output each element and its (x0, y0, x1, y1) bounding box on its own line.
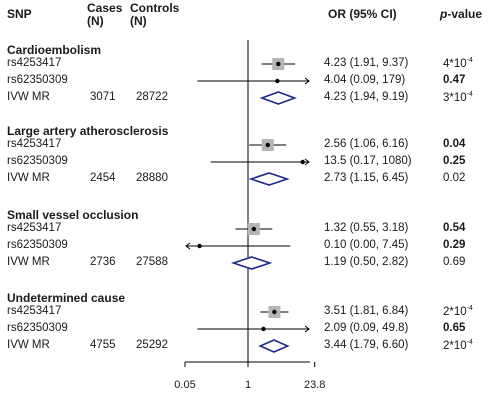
point-estimate (251, 226, 257, 232)
row-pvalue-base: 0.29 (443, 239, 466, 251)
row-pvalue: 0.29 (443, 239, 465, 251)
row-pvalue-base: 2*10 (443, 340, 467, 352)
x-tick-label: 0.05 (174, 379, 196, 391)
row-snp: rs62350309 (7, 74, 68, 86)
point-estimate (261, 326, 266, 332)
row-snp: rs4253417 (7, 222, 62, 234)
point-estimate (276, 61, 281, 67)
point-estimate (197, 243, 202, 249)
x-tick-label: 1 (244, 379, 252, 391)
ci-arrow-left (185, 242, 191, 250)
row-or-ci: 4.04 (0.09, 179) (324, 74, 406, 86)
ivw-diamond (258, 339, 290, 353)
header-controls: Controls (N) (130, 2, 179, 28)
row-snp: rs62350309 (7, 239, 68, 251)
row-pvalue-base: 0.65 (443, 322, 466, 334)
header-pvalue: p-value (440, 8, 482, 21)
group-title: Large artery atherosclerosis (7, 124, 169, 138)
row-snp: IVW MR (7, 256, 50, 268)
header-snp: SNP (7, 7, 32, 21)
row-pvalue: 2*10-4 (443, 339, 473, 352)
ci-arrow-right (304, 158, 310, 166)
row-pvalue: 2*10-4 (443, 305, 473, 318)
group-title: Small vessel occlusion (7, 208, 139, 222)
ivw-diamond (259, 91, 297, 105)
header-pvalue-p: p (440, 7, 448, 21)
row-or-ci: 2.09 (0.09, 49.8) (324, 322, 409, 334)
row-or-ci: 2.73 (1.15, 6.45) (324, 172, 409, 184)
row-controls: 25292 (136, 339, 168, 351)
header-cases: Cases (N) (87, 2, 122, 28)
row-cases: 4755 (90, 339, 116, 351)
row-pvalue-exponent: -4 (466, 305, 473, 312)
header-pvalue-rest: -value (447, 7, 483, 21)
group-title: Undetermined cause (7, 291, 126, 305)
row-pvalue: 4*10-4 (443, 57, 473, 70)
point-estimate (300, 159, 305, 165)
row-controls: 27588 (136, 256, 168, 268)
row-pvalue-exponent: -4 (466, 57, 473, 64)
ivw-diamond (230, 256, 273, 270)
row-pvalue: 0.65 (443, 322, 465, 334)
row-pvalue-base: 0.02 (443, 172, 466, 184)
row-pvalue-base: 0.25 (443, 155, 466, 167)
point-estimate (265, 142, 270, 148)
row-pvalue: 0.04 (443, 138, 465, 150)
row-cases: 2454 (90, 172, 116, 184)
row-pvalue-exponent: -4 (466, 91, 473, 98)
header-cases-label: Cases (87, 1, 123, 15)
row-or-ci: 1.19 (0.50, 2.82) (324, 256, 409, 268)
row-or-ci: 3.44 (1.79, 6.60) (324, 339, 409, 351)
row-or-ci: 4.23 (1.91, 9.37) (324, 57, 409, 69)
header-controls-unit: (N) (130, 14, 147, 28)
row-pvalue-base: 2*10 (443, 306, 467, 318)
row-snp: IVW MR (7, 172, 50, 184)
ivw-diamond (248, 172, 290, 186)
row-pvalue: 0.25 (443, 155, 465, 167)
row-snp: rs62350309 (7, 155, 68, 167)
header-or: OR (95% CI) (328, 7, 397, 21)
row-cases: 2736 (90, 256, 116, 268)
row-snp: rs4253417 (7, 57, 62, 69)
row-or-ci: 1.32 (0.55, 3.18) (324, 222, 409, 234)
row-pvalue-base: 4*10 (443, 58, 467, 70)
row-pvalue: 0.69 (443, 256, 465, 268)
row-or-ci: 4.23 (1.94, 9.19) (324, 91, 409, 103)
row-snp: rs4253417 (7, 138, 62, 150)
row-pvalue-base: 0.04 (443, 138, 466, 150)
group-title: Cardioembolism (7, 43, 102, 57)
row-or-ci: 0.10 (0.00, 7.45) (324, 239, 409, 251)
row-cases: 3071 (90, 91, 116, 103)
row-controls: 28880 (136, 172, 168, 184)
row-pvalue-base: 0.69 (443, 256, 466, 268)
header-controls-label: Controls (130, 1, 180, 15)
row-snp: IVW MR (7, 339, 50, 351)
row-pvalue-base: 0.54 (443, 222, 466, 234)
ci-arrow-right (304, 325, 310, 333)
row-pvalue-exponent: -4 (466, 339, 473, 346)
row-controls: 28722 (136, 91, 168, 103)
row-snp: rs62350309 (7, 322, 68, 334)
row-pvalue-base: 0.47 (443, 74, 466, 86)
row-pvalue-base: 3*10 (443, 92, 467, 104)
row-snp: rs4253417 (7, 305, 62, 317)
point-estimate (272, 309, 277, 315)
ci-arrow-right (304, 77, 310, 85)
row-or-ci: 13.5 (0.17, 1080) (324, 155, 412, 167)
header-cases-unit: (N) (87, 14, 104, 28)
point-estimate (275, 78, 280, 84)
row-pvalue: 0.47 (443, 74, 465, 86)
x-tick-label: 23.8 (303, 379, 326, 391)
row-or-ci: 2.56 (1.06, 6.16) (324, 138, 409, 150)
row-pvalue: 0.54 (443, 222, 465, 234)
row-pvalue: 0.02 (443, 172, 465, 184)
row-or-ci: 3.51 (1.81, 6.84) (324, 305, 409, 317)
row-pvalue: 3*10-4 (443, 91, 473, 104)
row-snp: IVW MR (7, 91, 50, 103)
